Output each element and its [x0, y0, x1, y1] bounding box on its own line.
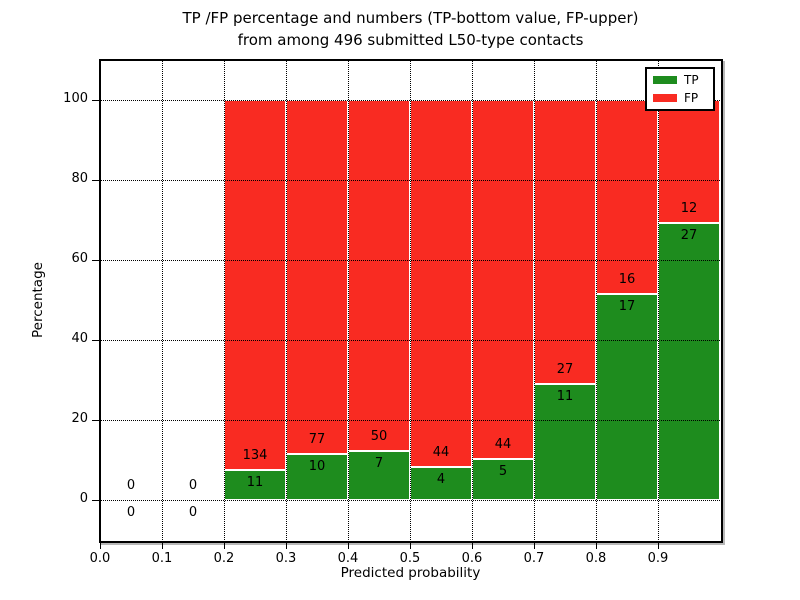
x-axis-label: Predicted probability: [340, 565, 481, 581]
fp-legend-swatch: [653, 94, 677, 102]
gridline-vertical: [347, 60, 349, 540]
y-axis-tick: [92, 419, 100, 421]
x-tick-label: 0.7: [523, 551, 545, 566]
tp-count-label: 27: [680, 228, 698, 244]
tp-bar-segment: [534, 384, 596, 500]
x-axis-tick: [533, 541, 535, 549]
fp-count-label: 77: [308, 432, 326, 448]
gridline-vertical: [161, 60, 163, 540]
tp-count-label: 7: [374, 455, 384, 471]
x-tick-label: 0.1: [151, 551, 173, 566]
fp-count-label: 0: [188, 478, 198, 493]
fp-count-label: 0: [126, 478, 136, 493]
x-axis-tick: [657, 541, 659, 549]
x-axis-tick: [347, 541, 349, 549]
gridline-horizontal: [100, 179, 720, 181]
tp-legend-label: TP: [684, 73, 699, 87]
x-axis-tick: [161, 541, 163, 549]
tp-count-label: 4: [436, 471, 446, 487]
tp-bar-segment: [286, 454, 348, 500]
fp-count-label: 12: [680, 201, 698, 217]
tp-count-label: 0: [188, 505, 198, 520]
fp-bar-segment: [658, 100, 720, 224]
fp-count-label: 134: [242, 447, 268, 463]
gridline-vertical: [285, 60, 287, 540]
y-tick-label: 100: [63, 91, 88, 106]
gridline-vertical: [533, 60, 535, 540]
x-tick-label: 0.8: [585, 551, 607, 566]
y-tick-label: 80: [71, 171, 88, 186]
tp-bar-segment: [596, 293, 658, 500]
gridline-vertical: [223, 60, 225, 540]
x-tick-label: 0.2: [213, 551, 235, 566]
x-tick-label: 0.5: [399, 551, 421, 566]
fp-bar-segment: [348, 100, 410, 451]
gridline-vertical: [657, 60, 659, 540]
chart-title-line1: TP /FP percentage and numbers (TP-bottom…: [182, 9, 639, 27]
tp-bar-segment: [348, 450, 410, 500]
gridline-vertical: [595, 60, 597, 540]
tp-bar-segment: [224, 469, 286, 500]
x-axis-tick: [99, 541, 101, 549]
fp-count-label: 27: [556, 362, 574, 378]
x-axis-tick: [595, 541, 597, 549]
tp-count-label: 17: [618, 298, 636, 314]
y-tick-label: 40: [71, 331, 88, 346]
y-axis-tick: [92, 179, 100, 181]
fp-count-label: 44: [494, 437, 512, 453]
x-tick-label: 0.9: [647, 551, 669, 566]
tp-count-label: 0: [126, 505, 136, 520]
gridline-horizontal: [100, 419, 720, 421]
fp-count-label: 50: [370, 428, 388, 444]
gridline-horizontal: [100, 499, 720, 501]
gridline-horizontal: [100, 99, 720, 101]
tp-legend-swatch: [653, 76, 677, 84]
y-axis-tick: [92, 259, 100, 261]
y-axis-label: Percentage: [30, 262, 46, 338]
fp-bar-segment: [286, 100, 348, 455]
chart-title-line2: from among 496 submitted L50-type contac…: [237, 31, 584, 49]
gridline-horizontal: [100, 339, 720, 341]
x-tick-label: 0.0: [89, 551, 111, 566]
tp-count-label: 11: [246, 474, 264, 490]
x-axis-tick: [223, 541, 225, 549]
fp-bar-segment: [534, 100, 596, 385]
fp-bar-segment: [472, 100, 534, 460]
legend-item-fp: FP: [653, 92, 707, 104]
y-tick-label: 0: [79, 491, 88, 506]
legend-item-tp: TP: [653, 74, 707, 86]
y-axis-tick: [92, 499, 100, 501]
x-axis-tick: [285, 541, 287, 549]
y-tick-label: 60: [71, 251, 88, 266]
tp-bar-segment: [472, 459, 534, 500]
x-tick-label: 0.6: [461, 551, 483, 566]
x-axis-tick: [471, 541, 473, 549]
x-axis-tick: [409, 541, 411, 549]
fp-bar-segment: [596, 100, 658, 294]
gridline-horizontal: [100, 259, 720, 261]
fp-bar-segment: [224, 100, 286, 470]
fp-count-label: 44: [432, 444, 450, 460]
legend: TP FP: [645, 67, 715, 111]
y-axis-tick: [92, 99, 100, 101]
x-tick-label: 0.3: [275, 551, 297, 566]
gridline-vertical: [409, 60, 411, 540]
tp-count-label: 5: [498, 464, 508, 480]
tp-count-label: 10: [308, 459, 326, 475]
fp-count-label: 16: [618, 271, 636, 287]
gridline-vertical: [471, 60, 473, 540]
plot-area: 0 0 0 0 134 11 77 10 50 7 44 4 44 5 27 11 16 17 12 27: [100, 60, 720, 540]
fp-legend-label: FP: [684, 91, 699, 105]
fp-bar-segment: [410, 100, 472, 467]
tp-bar-segment: [658, 223, 720, 500]
x-tick-label: 0.4: [337, 551, 359, 566]
tp-count-label: 11: [556, 389, 574, 405]
y-tick-label: 20: [71, 411, 88, 426]
y-axis-tick: [92, 339, 100, 341]
